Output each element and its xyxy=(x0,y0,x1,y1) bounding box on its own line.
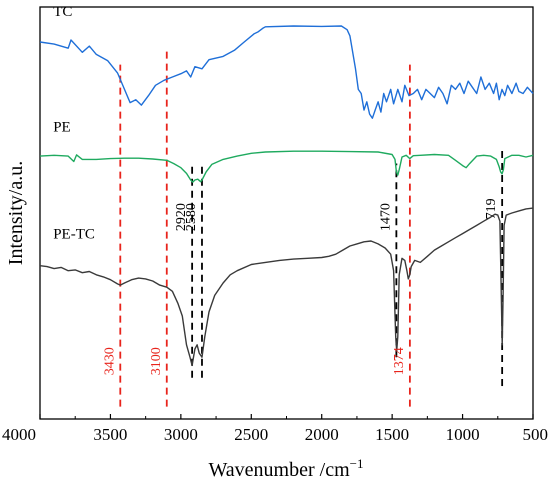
x-axis-title-superscript: −1 xyxy=(350,456,364,471)
series-line-tc xyxy=(39,25,534,119)
peak-label-1470: 1470 xyxy=(378,203,393,231)
x-axis-title: Wavenumber /cm−1 xyxy=(209,456,364,481)
x-tick-label-2500: 2500 xyxy=(234,425,268,444)
peak-label-2920: 2920 xyxy=(174,203,189,231)
x-tick-label-1500: 1500 xyxy=(375,425,409,444)
peak-label-1374: 1374 xyxy=(392,347,407,375)
series-line-pe-tc xyxy=(39,207,534,367)
peak-label-3430: 3430 xyxy=(102,347,117,375)
x-tick-label-3500: 3500 xyxy=(93,425,127,444)
peak-marker-lines xyxy=(119,48,504,407)
series-labels: TC PE PE-TC xyxy=(53,4,95,242)
x-axis-title-main: Wavenumber /cm xyxy=(209,459,351,481)
series-label-pe: PE xyxy=(53,119,71,135)
peak-label-3100: 3100 xyxy=(149,347,164,375)
series-label-tc: TC xyxy=(53,4,72,20)
x-tick-label-1000: 1000 xyxy=(446,425,480,444)
series-label-pe-tc: PE-TC xyxy=(53,227,95,243)
peak-label-719: 719 xyxy=(484,198,499,219)
x-tick-label-3000: 3000 xyxy=(164,425,198,444)
series-line-pe xyxy=(39,150,534,183)
x-tick-label-4000: 4000 xyxy=(2,425,36,444)
x-axis-ticks: 4000 3500 3000 2500 2000 1500 1000 500 xyxy=(2,414,548,444)
peak-label-2580: 2580 xyxy=(184,203,199,231)
y-axis-title: Intensity/a.u. xyxy=(5,161,27,265)
x-tick-label-2000: 2000 xyxy=(305,425,339,444)
x-tick-label-500: 500 xyxy=(523,425,549,444)
spectra xyxy=(39,25,534,367)
